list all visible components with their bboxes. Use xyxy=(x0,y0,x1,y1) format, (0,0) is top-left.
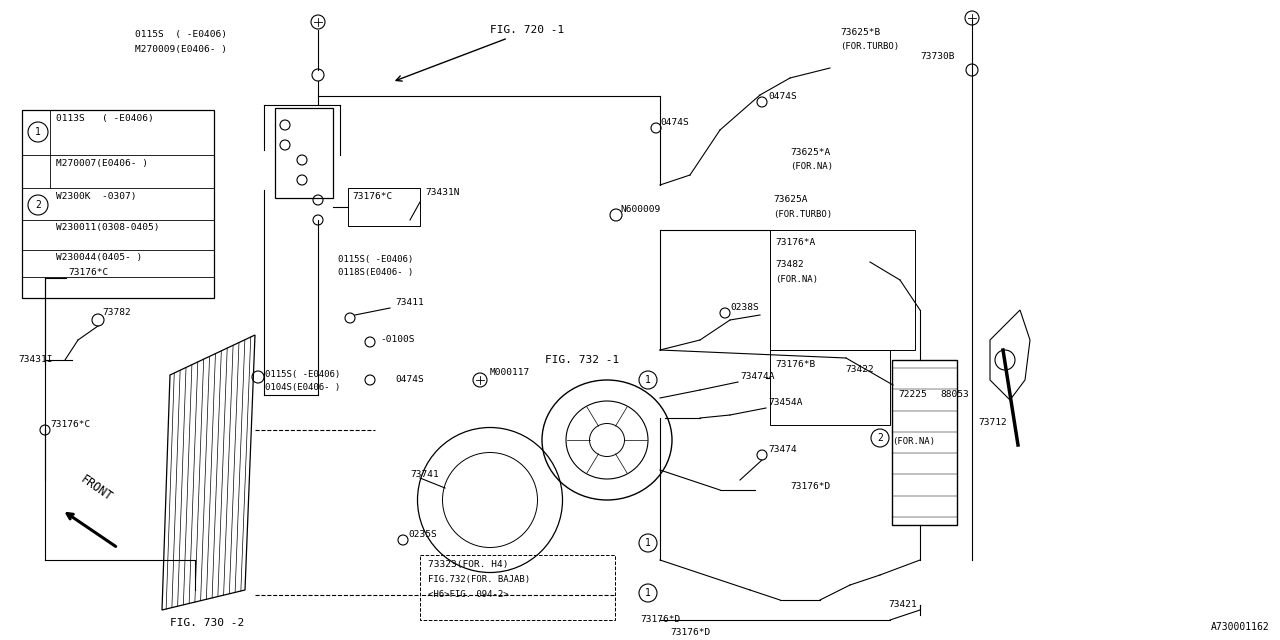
Text: 72225: 72225 xyxy=(899,390,927,399)
Text: 0474S: 0474S xyxy=(396,375,424,384)
Text: 1: 1 xyxy=(645,588,652,598)
Text: (FOR.NA): (FOR.NA) xyxy=(790,162,833,171)
Text: M270009(E0406- ): M270009(E0406- ) xyxy=(134,45,227,54)
Text: <H6>FIG. 094-2>: <H6>FIG. 094-2> xyxy=(428,590,508,599)
Text: 2: 2 xyxy=(35,200,41,210)
Bar xyxy=(771,230,915,350)
Text: 88053: 88053 xyxy=(940,390,969,399)
Bar xyxy=(420,555,614,620)
Text: 73431N: 73431N xyxy=(425,188,460,197)
Text: (FOR.NA): (FOR.NA) xyxy=(892,437,934,446)
Text: 73411: 73411 xyxy=(396,298,424,307)
Text: W230044(0405- ): W230044(0405- ) xyxy=(56,253,142,262)
Text: M270007(E0406- ): M270007(E0406- ) xyxy=(56,159,148,168)
Text: (FOR.TURBO): (FOR.TURBO) xyxy=(840,42,899,51)
Text: W230011(0308-0405): W230011(0308-0405) xyxy=(56,223,160,232)
Text: 73625*B: 73625*B xyxy=(840,28,881,37)
Text: 0474S: 0474S xyxy=(768,92,796,101)
Bar xyxy=(771,350,890,425)
Text: 0115S( -E0406): 0115S( -E0406) xyxy=(338,255,413,264)
Text: 73176*C: 73176*C xyxy=(352,192,392,201)
Text: 1: 1 xyxy=(35,127,41,137)
Text: 1: 1 xyxy=(645,375,652,385)
Text: 73431I: 73431I xyxy=(18,355,52,364)
Text: 73176*D: 73176*D xyxy=(790,482,831,491)
Text: FRONT: FRONT xyxy=(78,473,115,504)
Text: 0113S   ( -E0406): 0113S ( -E0406) xyxy=(56,114,154,123)
Text: 73782: 73782 xyxy=(102,308,131,317)
Text: 1: 1 xyxy=(645,538,652,548)
Text: 73176*D: 73176*D xyxy=(669,628,710,637)
Text: (FOR.NA): (FOR.NA) xyxy=(774,275,818,284)
Text: 73454A: 73454A xyxy=(768,398,803,407)
Text: 0238S: 0238S xyxy=(730,303,759,312)
Text: FIG. 732 -1: FIG. 732 -1 xyxy=(545,355,620,365)
Bar xyxy=(348,188,420,226)
Text: N600009: N600009 xyxy=(620,205,660,214)
Text: FIG. 730 -2: FIG. 730 -2 xyxy=(170,618,244,628)
Text: M000117: M000117 xyxy=(490,368,530,377)
Text: 73625*A: 73625*A xyxy=(790,148,831,157)
Bar xyxy=(892,360,957,525)
Text: 73176*D: 73176*D xyxy=(640,615,680,624)
Bar xyxy=(275,108,333,198)
Text: FIG.732(FOR. BAJAB): FIG.732(FOR. BAJAB) xyxy=(428,575,530,584)
Text: 73625A: 73625A xyxy=(773,195,808,204)
Text: 2: 2 xyxy=(877,433,883,443)
Text: 73176*A: 73176*A xyxy=(774,238,815,247)
Text: 73421: 73421 xyxy=(888,600,916,609)
Text: 0115S  ( -E0406): 0115S ( -E0406) xyxy=(134,30,227,39)
Text: 0104S(E0406- ): 0104S(E0406- ) xyxy=(265,383,340,392)
Text: 73176*C: 73176*C xyxy=(50,420,91,429)
Text: 73712: 73712 xyxy=(978,418,1007,427)
Text: 73474A: 73474A xyxy=(740,372,774,381)
Text: 73176*C: 73176*C xyxy=(68,268,109,277)
Text: 73176*B: 73176*B xyxy=(774,360,815,369)
Bar xyxy=(22,110,214,298)
Text: 73323(FOR. H4): 73323(FOR. H4) xyxy=(428,560,508,569)
Text: 0235S: 0235S xyxy=(408,530,436,539)
Text: FIG. 720 -1: FIG. 720 -1 xyxy=(490,25,564,35)
Text: 73474: 73474 xyxy=(768,445,796,454)
Text: 73482: 73482 xyxy=(774,260,804,269)
Text: (FOR.TURBO): (FOR.TURBO) xyxy=(773,210,832,219)
Text: 73730B: 73730B xyxy=(920,52,955,61)
Text: A730001162: A730001162 xyxy=(1211,622,1270,632)
Text: 73741: 73741 xyxy=(410,470,439,479)
Text: 0115S( -E0406): 0115S( -E0406) xyxy=(265,370,340,379)
Text: W2300K  -0307): W2300K -0307) xyxy=(56,192,137,201)
Text: 0118S(E0406- ): 0118S(E0406- ) xyxy=(338,268,413,277)
Text: 73422: 73422 xyxy=(845,365,874,374)
Text: 0474S: 0474S xyxy=(660,118,689,127)
Text: -0100S: -0100S xyxy=(380,335,415,344)
